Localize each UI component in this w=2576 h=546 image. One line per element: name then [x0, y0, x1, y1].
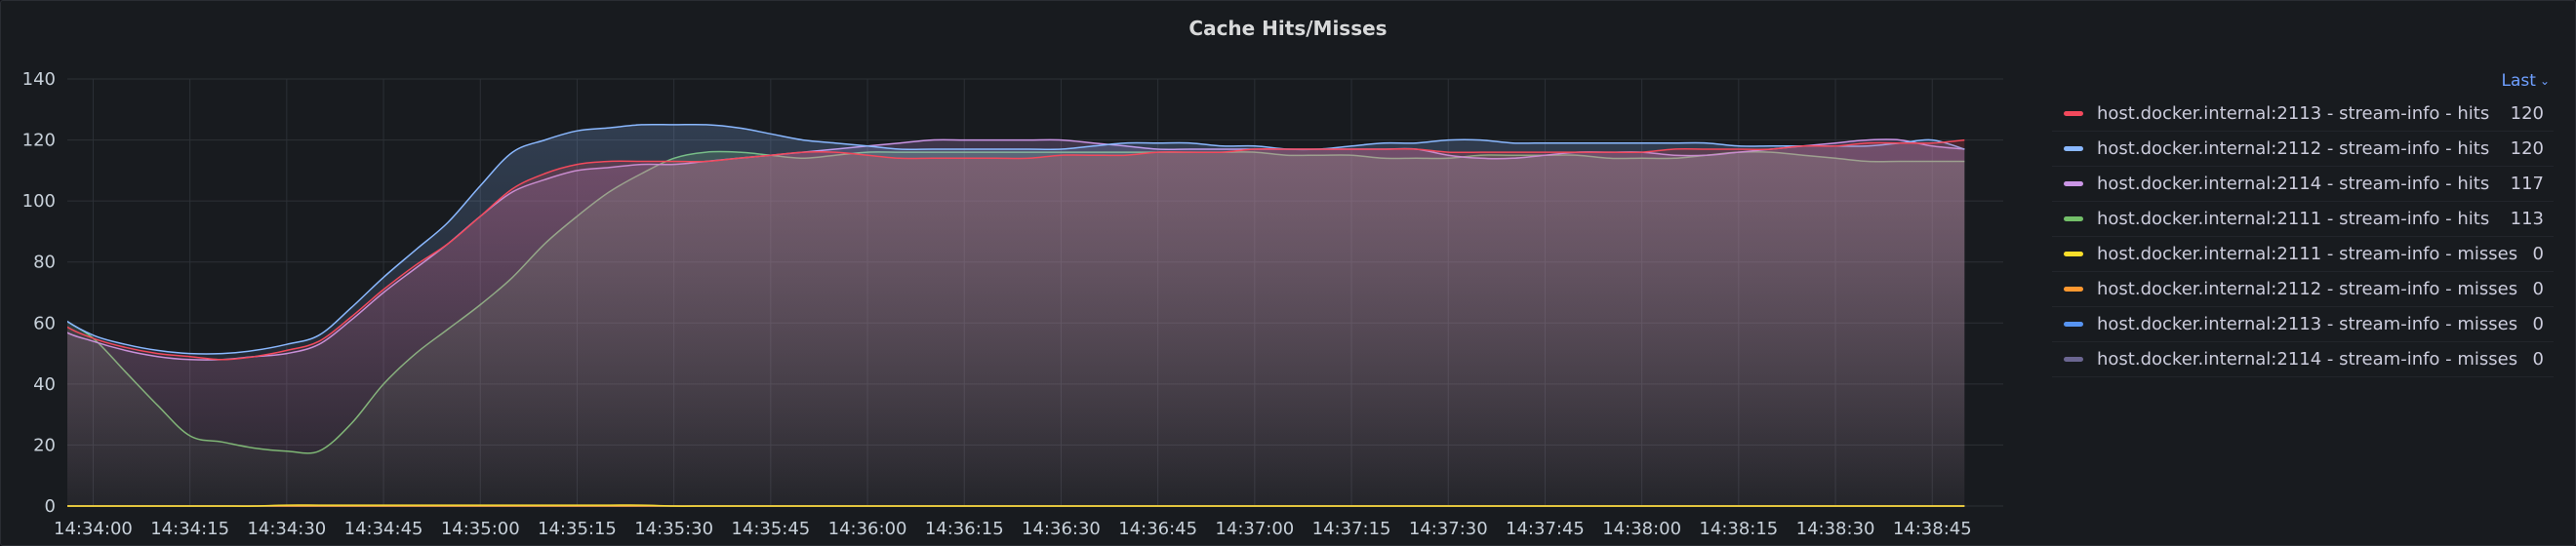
x-tick-label: 14:37:15 — [1312, 519, 1391, 539]
legend-item[interactable]: host.docker.internal:2111 - stream-info … — [2052, 202, 2554, 237]
x-tick-label: 14:35:30 — [634, 519, 713, 539]
x-tick-label: 14:36:15 — [925, 519, 1004, 539]
panel-title[interactable]: Cache Hits/Misses — [1188, 17, 1388, 40]
legend-series-name: host.docker.internal:2112 - stream-info … — [2097, 279, 2518, 299]
legend-swatch — [2064, 111, 2083, 116]
legend-series-name: host.docker.internal:2112 - stream-info … — [2097, 138, 2490, 159]
legend-series-name: host.docker.internal:2114 - stream-info … — [2097, 349, 2518, 370]
legend-last-value: 120 — [2510, 103, 2544, 124]
legend-rows: host.docker.internal:2113 - stream-info … — [2052, 97, 2554, 377]
legend-last-value: 117 — [2510, 174, 2544, 194]
chevron-down-icon: ⌄ — [2539, 74, 2550, 88]
legend-series-name: host.docker.internal:2113 - stream-info … — [2097, 103, 2490, 124]
legend-last-value: 0 — [2532, 314, 2544, 334]
y-tick-label: 0 — [45, 496, 56, 517]
legend-item[interactable]: host.docker.internal:2113 - stream-info … — [2052, 307, 2554, 342]
legend-swatch — [2064, 252, 2083, 256]
legend-item[interactable]: host.docker.internal:2112 - stream-info … — [2052, 272, 2554, 307]
legend-item[interactable]: host.docker.internal:2112 - stream-info … — [2052, 132, 2554, 167]
series-line[interactable] — [28, 123, 1965, 355]
legend-last-value: 120 — [2510, 138, 2544, 159]
legend: Last ⌄ host.docker.internal:2113 - stream… — [2052, 65, 2554, 377]
x-tick-label: 14:38:15 — [1699, 519, 1778, 539]
x-tick-label: 14:36:00 — [828, 519, 907, 539]
legend-last-value: 0 — [2532, 349, 2544, 370]
x-tick-label: 14:35:45 — [731, 519, 810, 539]
series-line[interactable] — [28, 138, 1965, 361]
legend-swatch — [2064, 146, 2083, 151]
x-tick-label: 14:37:30 — [1409, 519, 1488, 539]
x-tick-label: 14:38:30 — [1796, 519, 1875, 539]
legend-item[interactable]: host.docker.internal:2114 - stream-info … — [2052, 342, 2554, 377]
x-tick-label: 14:36:30 — [1022, 519, 1101, 539]
x-tick-label: 14:38:00 — [1602, 519, 1681, 539]
legend-swatch — [2064, 287, 2083, 292]
legend-sort-header[interactable]: Last ⌄ — [2052, 65, 2554, 97]
y-tick-label: 60 — [33, 313, 56, 333]
legend-swatch — [2064, 181, 2083, 186]
y-tick-label: 140 — [22, 69, 56, 90]
y-tick-label: 40 — [33, 374, 56, 395]
x-tick-label: 14:34:45 — [344, 519, 423, 539]
y-tick-label: 100 — [22, 191, 56, 212]
legend-header-label: Last — [2501, 71, 2536, 91]
x-tick-label: 14:36:45 — [1118, 519, 1197, 539]
legend-item[interactable]: host.docker.internal:2111 - stream-info … — [2052, 237, 2554, 272]
y-tick-label: 20 — [33, 435, 56, 455]
x-tick-label: 14:34:00 — [54, 519, 133, 539]
legend-swatch — [2064, 322, 2083, 327]
x-tick-label: 14:35:15 — [538, 519, 617, 539]
x-tick-label: 14:35:00 — [441, 519, 520, 539]
legend-series-name: host.docker.internal:2113 - stream-info … — [2097, 314, 2518, 334]
x-tick-label: 14:37:45 — [1506, 519, 1585, 539]
x-tick-label: 14:37:00 — [1215, 519, 1294, 539]
x-tick-label: 14:34:15 — [150, 519, 229, 539]
y-tick-label: 80 — [33, 253, 56, 273]
legend-last-value: 0 — [2532, 279, 2544, 299]
legend-item[interactable]: host.docker.internal:2113 - stream-info … — [2052, 97, 2554, 132]
x-tick-label: 14:34:30 — [247, 519, 326, 539]
line-chart[interactable]: 0 20 40 60 80 100 120 140 14:34:00 14:34:15 14:34:… — [1, 1, 2050, 545]
legend-last-value: 113 — [2510, 209, 2544, 229]
legend-last-value: 0 — [2532, 244, 2544, 264]
legend-item[interactable]: host.docker.internal:2114 - stream-info … — [2052, 167, 2554, 202]
legend-series-name: host.docker.internal:2111 - stream-info … — [2097, 244, 2518, 264]
legend-series-name: host.docker.internal:2111 - stream-info … — [2097, 209, 2490, 229]
legend-swatch — [2064, 216, 2083, 221]
x-tick-label: 14:38:45 — [1893, 519, 1972, 539]
series-area — [67, 139, 1965, 506]
legend-swatch — [2064, 357, 2083, 362]
y-tick-label: 120 — [22, 131, 56, 151]
legend-series-name: host.docker.internal:2114 - stream-info … — [2097, 174, 2490, 194]
